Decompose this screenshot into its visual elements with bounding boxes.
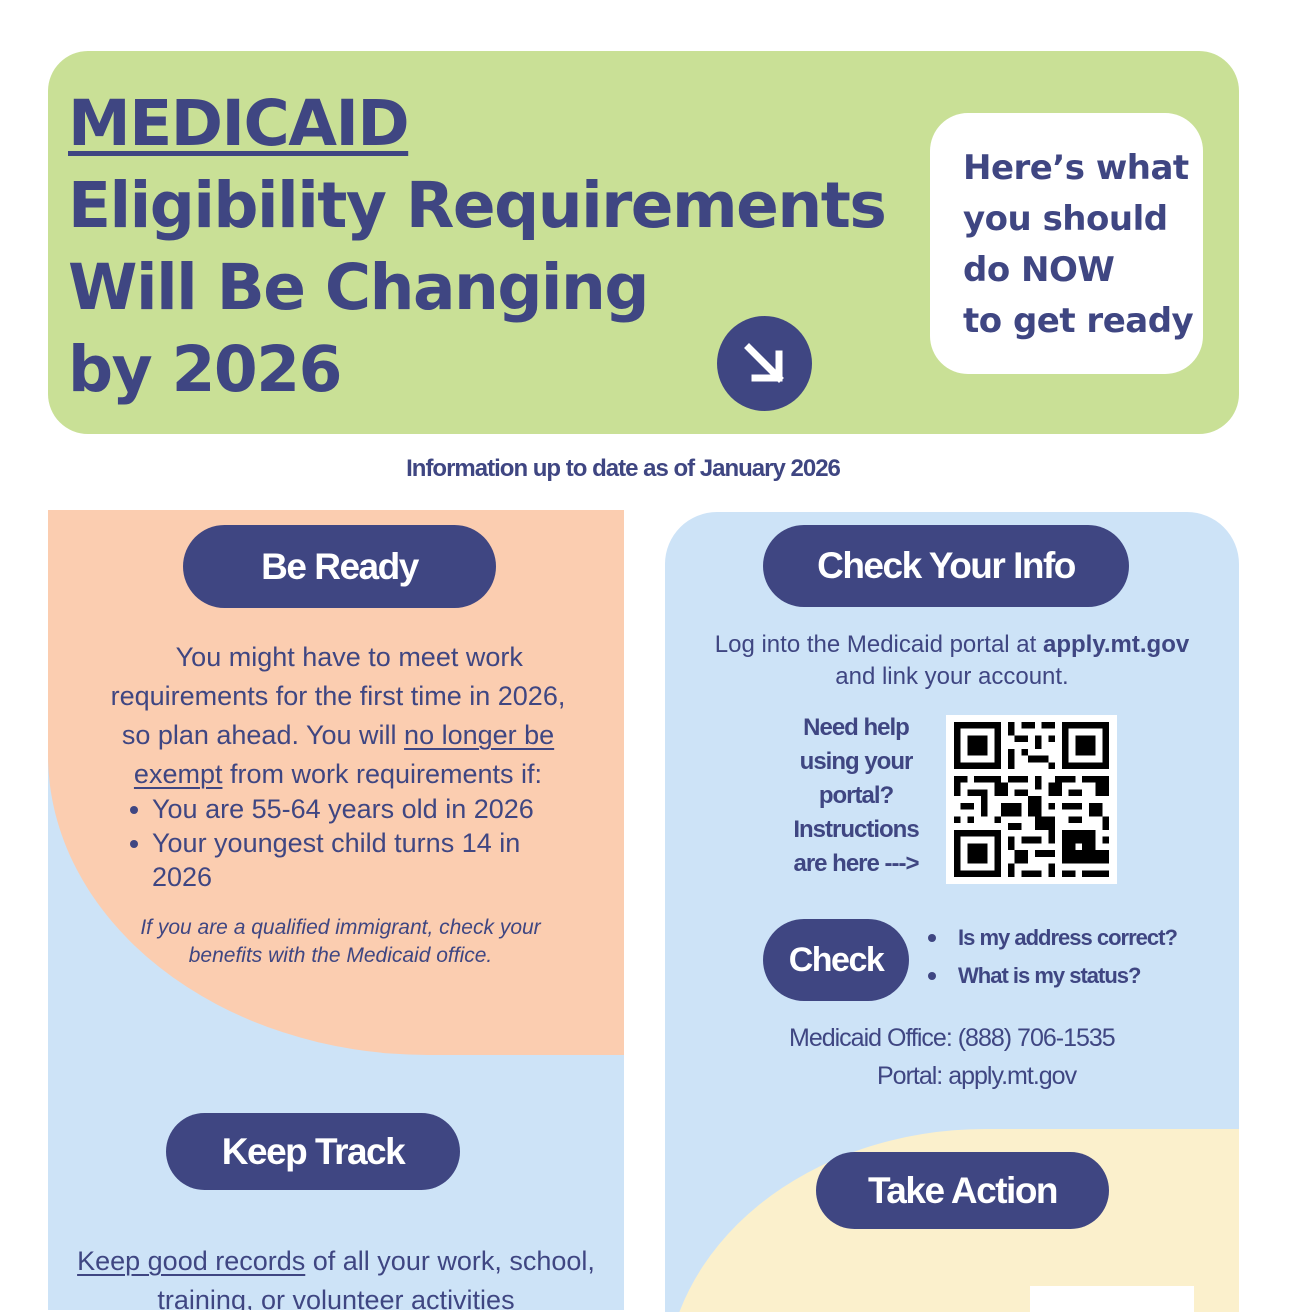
updated-note: Information up to date as of January 202… [406,455,841,482]
list-item: What is my status? [925,957,1177,995]
callout-line: Here’s what [963,148,1189,188]
title-line-2: Eligibility Requirements [68,169,887,242]
para-line: so plan ahead. You will [121,720,405,750]
list-item: Your youngest child turns 14 in 2026 [128,826,548,894]
title-line-4: by 2026 [68,333,342,406]
help-line: Need help [803,714,910,741]
para-line: and link your account. [835,663,1069,690]
check-label: Check [763,919,909,1001]
underlined-text: exempt [133,759,223,789]
portal-link[interactable]: apply.mt.gov [1042,631,1190,658]
list-item: Is my address correct? [925,919,1178,957]
help-line: Instructions [793,816,919,843]
be-ready-paragraph: You might have to meet work requirements… [88,638,588,794]
title-medicaid: MEDICAID [68,87,410,160]
para-line: training, or volunteer activities [157,1285,515,1310]
check-list: Is my address correct? What is my status… [925,919,1178,995]
help-line: portal? [818,782,894,809]
qr-code-icon[interactable] [946,715,1117,884]
hero-banner: MEDICAID Eligibility Requirements Will B… [48,51,1239,434]
exemption-list: You are 55-64 years old in 2026 Your you… [128,792,548,894]
right-column: Check Your Info Log into the Medicaid po… [665,512,1239,1312]
underlined-text: Keep good records [77,1246,306,1276]
arrow-down-right-icon [717,316,812,411]
underlined-text: no longer be [404,720,555,750]
callout-box: Here’s what you should do NOW to get rea… [930,113,1203,374]
callout-line: to get ready [963,301,1194,341]
help-text: Need help using your portal? Instruction… [770,711,942,881]
portal-instructions: Log into the Medicaid portal at apply.mt… [665,629,1239,693]
take-action-image [1030,1286,1194,1312]
help-line: using your [799,748,914,775]
page-title: MEDICAID Eligibility Requirements Will B… [68,83,887,411]
callout-line: you should [963,199,1168,239]
para-line: of all your work, school, [305,1246,595,1276]
callout-line: do NOW [963,250,1115,290]
list-item: You are 55-64 years old in 2026 [128,792,548,826]
help-line: are here ---> [793,850,919,877]
para-line: You might have to meet work [175,642,523,672]
check-your-info-heading: Check Your Info [763,525,1129,607]
be-ready-heading: Be Ready [183,525,496,608]
para-line: from work requirements if: [222,759,543,789]
keep-track-heading: Keep Track [166,1113,460,1190]
medicaid-office-phone[interactable]: Medicaid Office: (888) 706-1535 [789,1024,1116,1052]
immigrant-note: If you are a qualified immigrant, check … [140,916,541,967]
para-line: Log into the Medicaid portal at [714,631,1043,658]
left-column: Be Ready You might have to meet work req… [48,510,624,1310]
keep-track-paragraph: Keep good records of all your work, scho… [48,1242,624,1310]
take-action-heading: Take Action [816,1152,1109,1229]
title-line-3: Will Be Changing [68,251,649,324]
portal-url[interactable]: Portal: apply.mt.gov [877,1062,1077,1090]
para-line: requirements for the first time in 2026, [110,681,566,711]
